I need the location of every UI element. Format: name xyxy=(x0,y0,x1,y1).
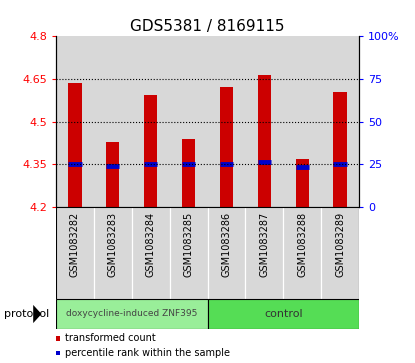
Bar xyxy=(94,36,132,207)
Text: protocol: protocol xyxy=(4,309,49,319)
Text: control: control xyxy=(264,309,303,319)
Bar xyxy=(208,207,245,299)
Bar xyxy=(321,36,359,207)
Bar xyxy=(283,36,321,207)
Bar xyxy=(170,207,208,299)
Bar xyxy=(56,299,208,329)
Bar xyxy=(208,36,245,207)
Bar xyxy=(182,139,195,207)
Bar xyxy=(132,36,170,207)
Bar xyxy=(321,207,359,299)
Bar xyxy=(68,83,82,207)
Text: GSM1083284: GSM1083284 xyxy=(146,212,156,277)
Bar xyxy=(295,159,309,207)
Bar xyxy=(106,142,120,207)
Bar xyxy=(245,36,283,207)
Bar xyxy=(333,92,347,207)
Text: transformed count: transformed count xyxy=(64,334,155,343)
Bar xyxy=(132,207,170,299)
Bar xyxy=(94,207,132,299)
Bar xyxy=(220,87,233,207)
Bar xyxy=(144,95,157,207)
Bar xyxy=(208,299,359,329)
Bar xyxy=(245,207,283,299)
Bar xyxy=(258,75,271,207)
Bar xyxy=(56,207,94,299)
Text: GSM1083288: GSM1083288 xyxy=(297,212,307,277)
Text: GSM1083286: GSM1083286 xyxy=(222,212,232,277)
Text: GSM1083287: GSM1083287 xyxy=(259,212,269,277)
Text: GSM1083289: GSM1083289 xyxy=(335,212,345,277)
Text: GSM1083283: GSM1083283 xyxy=(108,212,118,277)
Bar xyxy=(170,36,208,207)
Text: GSM1083282: GSM1083282 xyxy=(70,212,80,277)
Text: percentile rank within the sample: percentile rank within the sample xyxy=(64,348,229,358)
Text: doxycycline-induced ZNF395: doxycycline-induced ZNF395 xyxy=(66,310,198,318)
Bar xyxy=(56,36,94,207)
Title: GDS5381 / 8169115: GDS5381 / 8169115 xyxy=(130,19,285,34)
Text: GSM1083285: GSM1083285 xyxy=(183,212,193,277)
Bar xyxy=(283,207,321,299)
